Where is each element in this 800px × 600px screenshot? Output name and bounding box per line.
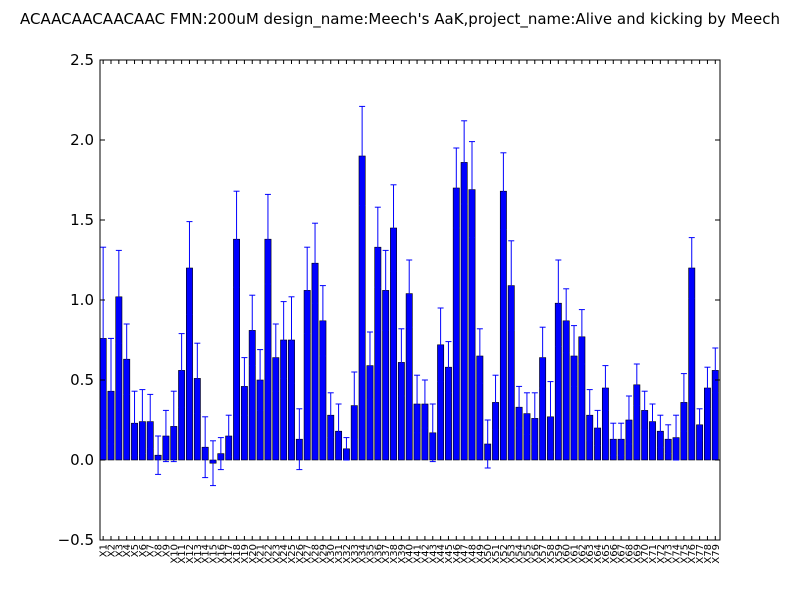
x-tick-label: X67 [617, 544, 628, 564]
x-tick-label: X34 [358, 544, 369, 564]
x-tick-label: X75 [679, 544, 690, 564]
x-tick-label: X15 [209, 544, 220, 564]
x-tick-label: X3 [114, 544, 125, 557]
x-tick-label: X60 [562, 544, 573, 564]
x-tick-label: X58 [546, 544, 557, 564]
x-tick-label: X14 [201, 544, 212, 564]
x-tick-label: X26 [295, 544, 306, 564]
x-tick-label: X33 [350, 544, 361, 564]
x-tick-label: X16 [216, 544, 227, 564]
y-tick-label: 2.5 [70, 51, 94, 69]
x-tick-label: X20 [248, 544, 259, 564]
x-tick-label: X32 [342, 544, 353, 564]
x-tick-label: X4 [122, 544, 133, 557]
x-tick-label: X8 [154, 544, 165, 557]
x-tick-label: X62 [577, 544, 588, 564]
x-tick-label: X36 [373, 544, 384, 564]
x-tick-label: X12 [185, 544, 196, 564]
x-tick-label: X63 [585, 544, 596, 564]
x-tick-label: X18 [232, 544, 243, 564]
x-tick-label: X52 [499, 544, 510, 564]
x-tick-label: X37 [381, 544, 392, 564]
x-tick-label: X64 [593, 544, 604, 564]
x-tick-label: X51 [491, 544, 502, 564]
y-tick-label: 1.0 [70, 291, 94, 309]
x-tick-label: X73 [664, 544, 675, 564]
y-tick-label: 0.0 [70, 451, 94, 469]
x-tick-label: X76 [687, 544, 698, 564]
x-tick-label: X69 [632, 544, 643, 564]
y-tick-label: −0.5 [58, 531, 94, 549]
x-tick-label: X25 [287, 544, 298, 564]
bar-x46 [452, 187, 460, 461]
x-tick-label: X50 [483, 544, 494, 564]
x-tick-label: X44 [436, 544, 447, 564]
x-tick-label: X48 [468, 544, 479, 564]
bar-x47 [460, 162, 468, 461]
x-tick-label: X29 [318, 544, 329, 564]
x-tick-label: X24 [279, 544, 290, 564]
x-tick-label: X46 [452, 544, 463, 564]
x-tick-label: X68 [624, 544, 635, 564]
x-tick-label: X1 [99, 544, 110, 557]
x-tick-label: X72 [656, 544, 667, 564]
y-tick-label: 1.5 [70, 211, 94, 229]
bar-x52 [499, 190, 507, 461]
x-tick-label: X39 [397, 544, 408, 564]
x-tick-label: X42 [420, 544, 431, 564]
chart-title: ACAACAACAACAAC FMN:200uM design_name:Mee… [20, 10, 780, 29]
x-tick-label: X5 [130, 544, 141, 557]
x-tick-label: X17 [224, 544, 235, 564]
x-tick-label: X56 [530, 544, 541, 564]
x-tick-label: X55 [522, 544, 533, 564]
x-tick-label: X74 [672, 544, 683, 564]
x-tick-label: X45 [444, 544, 455, 564]
x-tick-label: X53 [507, 544, 518, 564]
x-tick-label: X19 [240, 544, 251, 564]
y-tick-label: 0.5 [70, 371, 94, 389]
x-tick-label: X10 [169, 544, 180, 564]
x-tick-label: X28 [311, 544, 322, 564]
x-tick-label: X11 [177, 544, 188, 564]
x-tick-label: X22 [263, 544, 274, 564]
x-tick-label: X79 [711, 544, 722, 564]
x-tick-label: X31 [334, 544, 345, 564]
y-tick-label: 2.0 [70, 131, 94, 149]
x-tick-label: X23 [271, 544, 282, 564]
x-tick-label: X38 [389, 544, 400, 564]
x-tick-label: X30 [326, 544, 337, 564]
x-tick-label: X65 [601, 544, 612, 564]
x-tick-label: X6 [138, 544, 149, 557]
x-tick-label: X35 [365, 544, 376, 564]
x-tick-label: X27 [303, 544, 314, 564]
x-tick-label: X57 [538, 544, 549, 564]
x-tick-label: X47 [460, 544, 471, 564]
x-tick-label: X66 [609, 544, 620, 564]
x-tick-label: X9 [161, 544, 172, 557]
x-tick-label: X59 [554, 544, 565, 564]
x-tick-label: X21 [256, 544, 267, 564]
x-tick-label: X61 [570, 544, 581, 564]
x-tick-label: X71 [648, 544, 659, 564]
x-tick-label: X54 [515, 544, 526, 564]
x-tick-label: X41 [413, 544, 424, 564]
x-tick-label: X2 [106, 544, 117, 557]
x-tick-label: X43 [428, 544, 439, 564]
x-tick-label: X7 [146, 544, 157, 557]
x-tick-label: X70 [640, 544, 651, 564]
x-tick-label: X78 [703, 544, 714, 564]
x-tick-label: X40 [405, 544, 416, 564]
x-tick-label: X49 [475, 544, 486, 564]
plot-area: −0.5 0.0 0.5 1.0 1.5 2.0 2.5 X1X2X3X4X5X6X7X8X9… [58, 51, 722, 564]
x-tick-label: X77 [695, 544, 706, 564]
x-tick-label: X13 [193, 544, 204, 564]
